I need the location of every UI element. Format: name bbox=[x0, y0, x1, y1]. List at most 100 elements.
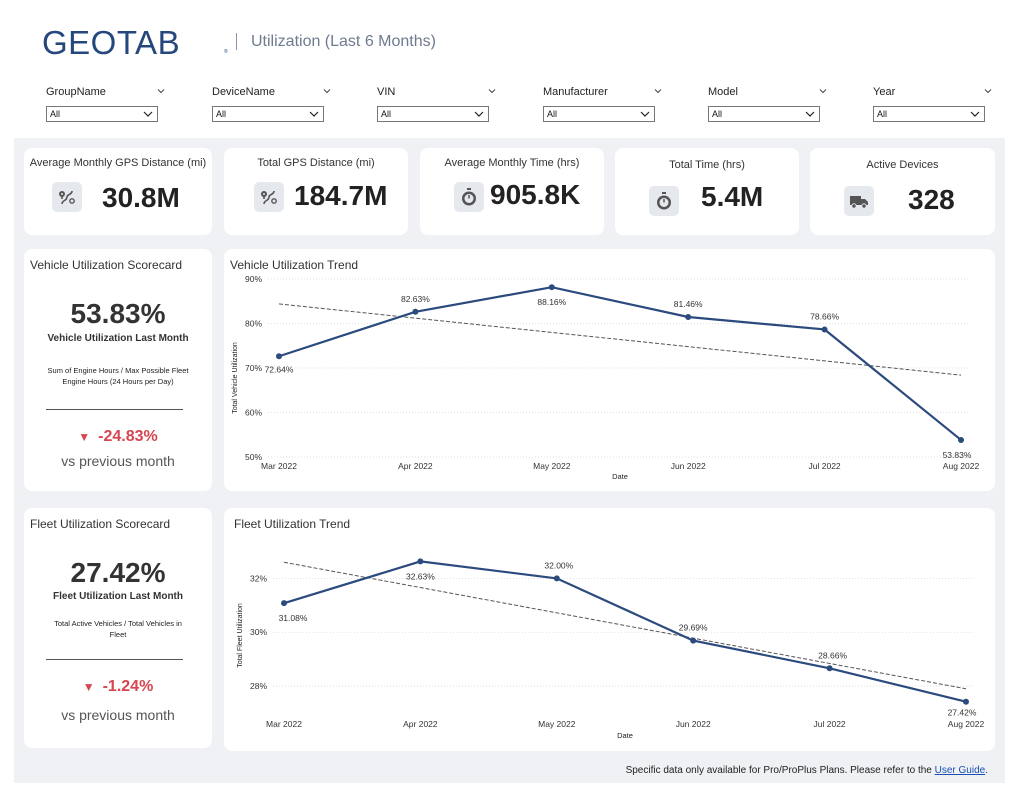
scorecard-divider bbox=[46, 659, 183, 660]
down-triangle-icon: ▼ bbox=[78, 430, 91, 444]
data-point bbox=[821, 326, 828, 333]
kpi-card-total-gps-distance[interactable]: Total GPS Distance (mi) 184.7M bbox=[224, 148, 408, 235]
fleet-utilization-scorecard[interactable]: Fleet Utilization Scorecard 27.42% Fleet… bbox=[24, 508, 212, 748]
kpi-card-active-devices[interactable]: Active Devices 328 bbox=[810, 148, 995, 235]
x-tick-label: Apr 2022 bbox=[398, 461, 433, 471]
y-tick-label: 90% bbox=[245, 274, 262, 284]
scorecard-delta: ▼ -24.83% bbox=[24, 428, 212, 446]
filter-year: Year All bbox=[873, 85, 992, 122]
x-tick-label: May 2022 bbox=[533, 461, 571, 471]
geotab-logo: GEOTAB bbox=[42, 24, 181, 61]
kpi-card-avg-gps-distance[interactable]: Average Monthly GPS Distance (mi) 30.8M bbox=[24, 148, 212, 235]
series-line bbox=[283, 560, 967, 703]
scorecard-note-line: Sum of Engine Hours / Max Possible Fleet bbox=[47, 366, 189, 375]
chevron-down-icon[interactable] bbox=[819, 87, 827, 95]
x-tick-label: Jul 2022 bbox=[809, 461, 841, 471]
scorecard-divider bbox=[46, 409, 183, 410]
y-axis-title: Total Vehicle Utilization bbox=[232, 342, 239, 414]
data-label: 32.63% bbox=[406, 571, 435, 581]
data-label: 82.63% bbox=[401, 294, 430, 304]
stopwatch-icon bbox=[649, 186, 679, 216]
kpi-title: Total GPS Distance (mi) bbox=[257, 157, 375, 169]
scorecard-subtitle: Vehicle Utilization Last Month bbox=[47, 333, 189, 344]
filter-dropdown[interactable]: All bbox=[212, 106, 324, 122]
kpi-card-avg-monthly-time[interactable]: Average Monthly Time (hrs) 905.8K bbox=[420, 148, 604, 235]
filter-devicename: DeviceName All bbox=[212, 85, 331, 122]
filter-dropdown[interactable]: All bbox=[377, 106, 489, 122]
header: GEOTAB ® Utilization (Last 6 Months) Gro… bbox=[0, 0, 1020, 138]
scorecard-title: Fleet Utilization Scorecard bbox=[30, 517, 171, 531]
data-point bbox=[958, 436, 964, 443]
delta-value: -24.83% bbox=[98, 428, 158, 445]
truck-icon bbox=[844, 186, 874, 216]
filter-label: Model bbox=[708, 86, 738, 98]
x-tick-label: Jul 2022 bbox=[814, 719, 846, 729]
data-point bbox=[553, 575, 560, 582]
data-point bbox=[685, 314, 692, 321]
y-tick-label: 50% bbox=[245, 452, 262, 462]
route-icon bbox=[52, 182, 82, 212]
filter-label: DeviceName bbox=[212, 86, 275, 98]
x-tick-label: Mar 2022 bbox=[261, 461, 297, 471]
filter-value: All bbox=[381, 109, 392, 119]
chevron-down-icon bbox=[640, 111, 650, 117]
scorecard-value: 27.42% bbox=[70, 557, 166, 588]
vehicle-utilization-scorecard[interactable]: Vehicle Utilization Scorecard 53.83% Veh… bbox=[24, 249, 212, 491]
user-guide-link[interactable]: User Guide bbox=[934, 765, 986, 776]
fleet-utilization-trend-card[interactable]: Fleet Utilization Trend 28% 30% 32% Mar 202… bbox=[224, 508, 995, 751]
filter-dropdown[interactable]: All bbox=[873, 106, 985, 122]
data-label: 32.00% bbox=[544, 560, 573, 570]
series-line bbox=[278, 286, 962, 441]
scorecard-title: Vehicle Utilization Scorecard bbox=[30, 258, 183, 272]
x-axis-title: Date bbox=[612, 472, 628, 481]
kpi-title: Total Time (hrs) bbox=[669, 159, 745, 171]
filter-dropdown[interactable]: All bbox=[46, 106, 158, 122]
filter-label: VIN bbox=[377, 86, 396, 98]
data-point bbox=[548, 284, 555, 291]
x-tick-label: Apr 2022 bbox=[403, 719, 438, 729]
chevron-down-icon[interactable] bbox=[157, 87, 165, 95]
title-divider bbox=[236, 33, 237, 50]
x-tick-label: Jun 2022 bbox=[671, 461, 706, 471]
data-label: 81.46% bbox=[674, 299, 703, 309]
x-tick-label: Aug 2022 bbox=[948, 719, 985, 729]
x-tick-label: Aug 2022 bbox=[943, 461, 980, 471]
kpi-value: 5.4M bbox=[701, 181, 764, 212]
chevron-down-icon[interactable] bbox=[654, 87, 662, 95]
data-point bbox=[276, 353, 282, 360]
chevron-down-icon bbox=[474, 111, 484, 117]
kpi-value: 328 bbox=[908, 184, 955, 215]
data-label: 29.69% bbox=[679, 623, 708, 633]
data-point bbox=[412, 308, 419, 315]
kpi-card-total-time[interactable]: Total Time (hrs) 5.4M bbox=[615, 148, 799, 235]
chevron-down-icon bbox=[309, 111, 319, 117]
footer-end: . bbox=[985, 765, 988, 776]
chevron-down-icon[interactable] bbox=[488, 87, 496, 95]
y-tick-label: 28% bbox=[250, 681, 267, 691]
chevron-down-icon[interactable] bbox=[323, 87, 331, 95]
footer-text: Specific data only available for Pro/Pro… bbox=[625, 765, 932, 776]
data-label: 72.64% bbox=[265, 364, 294, 374]
filter-dropdown[interactable]: All bbox=[543, 106, 655, 122]
vehicle-utilization-trend-card[interactable]: Vehicle Utilization Trend 50% 60% 70% 80% 90… bbox=[224, 249, 995, 491]
filter-dropdown[interactable]: All bbox=[708, 106, 820, 122]
scorecard-note: Total Active Vehicles / Total Vehicles i… bbox=[38, 618, 198, 640]
kpi-title: Active Devices bbox=[866, 159, 939, 171]
data-point bbox=[826, 665, 833, 672]
kpi-value: 184.7M bbox=[294, 180, 388, 211]
data-point bbox=[690, 637, 697, 644]
y-tick-label: 60% bbox=[245, 408, 262, 418]
y-axis-title: Total Fleet Utilization bbox=[237, 603, 244, 668]
filter-groupname: GroupName All bbox=[46, 85, 165, 122]
y-tick-label: 32% bbox=[250, 573, 267, 583]
footer-note: Specific data only available for Pro/Pro… bbox=[626, 765, 988, 776]
trend-line bbox=[283, 561, 967, 690]
scorecard-note-line: Total Active Vehicles / Total Vehicles i… bbox=[54, 619, 182, 628]
chevron-down-icon[interactable] bbox=[984, 87, 992, 95]
route-icon bbox=[254, 182, 284, 212]
filter-model: Model All bbox=[708, 85, 827, 122]
stopwatch-icon bbox=[454, 182, 484, 212]
scorecard-note-line: Fleet bbox=[109, 630, 127, 639]
y-tick-label: 80% bbox=[245, 319, 262, 329]
y-tick-label: 70% bbox=[245, 363, 262, 373]
